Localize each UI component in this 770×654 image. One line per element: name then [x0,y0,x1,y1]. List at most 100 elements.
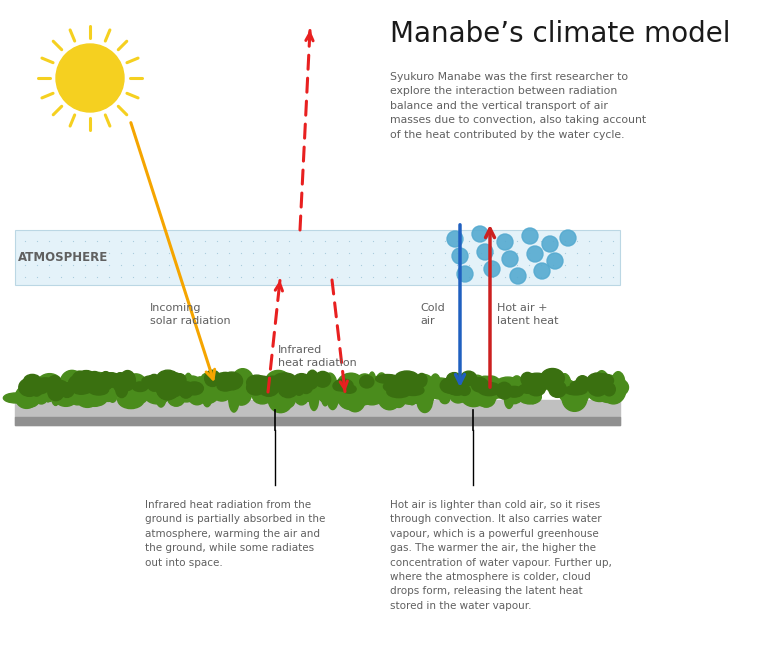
Ellipse shape [33,387,42,400]
Ellipse shape [74,378,86,389]
Ellipse shape [573,392,584,404]
Ellipse shape [511,378,527,393]
Ellipse shape [480,377,494,393]
Ellipse shape [598,386,623,402]
Ellipse shape [71,394,84,405]
Ellipse shape [84,379,95,392]
Ellipse shape [471,377,488,392]
Ellipse shape [52,387,60,405]
Ellipse shape [197,382,205,397]
Ellipse shape [541,368,564,388]
Ellipse shape [28,385,45,400]
Ellipse shape [3,393,28,403]
Ellipse shape [578,378,594,388]
Ellipse shape [387,375,395,394]
Ellipse shape [78,382,87,404]
Ellipse shape [97,381,113,400]
Ellipse shape [400,381,423,394]
Ellipse shape [252,376,273,387]
Ellipse shape [229,378,244,403]
Ellipse shape [253,377,276,390]
Ellipse shape [312,382,322,399]
Ellipse shape [203,387,221,400]
Ellipse shape [357,388,377,399]
Ellipse shape [402,385,424,396]
Ellipse shape [142,375,164,386]
Ellipse shape [217,381,233,391]
Ellipse shape [48,383,64,401]
Ellipse shape [80,393,89,406]
Ellipse shape [194,377,206,402]
Ellipse shape [60,370,84,394]
Ellipse shape [338,373,364,398]
Ellipse shape [345,385,366,412]
Ellipse shape [586,377,613,402]
Ellipse shape [68,373,77,400]
Ellipse shape [354,374,375,401]
Ellipse shape [148,385,163,402]
Ellipse shape [28,379,50,394]
Ellipse shape [266,381,294,402]
Ellipse shape [175,378,199,402]
Ellipse shape [28,383,40,401]
Ellipse shape [69,371,90,393]
Ellipse shape [387,387,410,398]
Text: Incoming
solar radiation: Incoming solar radiation [150,303,231,326]
Ellipse shape [132,386,148,404]
Ellipse shape [290,378,300,394]
Ellipse shape [480,376,502,400]
Ellipse shape [446,380,468,395]
Ellipse shape [65,377,74,391]
Ellipse shape [206,377,229,391]
Ellipse shape [558,373,571,401]
Ellipse shape [583,386,607,397]
Ellipse shape [72,371,88,388]
Ellipse shape [72,385,90,394]
Ellipse shape [167,388,185,406]
Ellipse shape [362,392,382,405]
Ellipse shape [216,372,235,389]
Ellipse shape [460,381,487,407]
Ellipse shape [496,377,520,390]
Ellipse shape [320,392,344,404]
Ellipse shape [100,375,112,388]
Ellipse shape [294,377,320,396]
Ellipse shape [144,385,170,404]
Ellipse shape [120,377,129,391]
Ellipse shape [156,381,166,407]
Text: Cold
air: Cold air [420,303,445,326]
Ellipse shape [18,385,28,407]
Ellipse shape [81,389,108,406]
Ellipse shape [72,376,83,403]
Ellipse shape [147,374,161,391]
Ellipse shape [611,371,625,397]
Ellipse shape [264,376,281,392]
Ellipse shape [475,379,502,393]
Ellipse shape [596,375,619,396]
Ellipse shape [528,382,545,393]
Ellipse shape [24,374,41,387]
Ellipse shape [497,383,512,399]
Ellipse shape [521,386,541,404]
Ellipse shape [316,374,326,382]
Ellipse shape [544,376,563,392]
Ellipse shape [79,380,102,402]
Ellipse shape [36,381,58,398]
Ellipse shape [165,377,192,398]
Ellipse shape [15,386,38,408]
Ellipse shape [184,373,192,393]
Ellipse shape [333,381,345,390]
Ellipse shape [211,374,219,392]
Ellipse shape [86,372,110,393]
Ellipse shape [80,390,94,405]
Ellipse shape [376,375,400,383]
Ellipse shape [33,385,48,398]
Ellipse shape [564,383,574,400]
Ellipse shape [269,379,283,398]
Circle shape [484,261,500,277]
Ellipse shape [76,379,97,391]
Ellipse shape [87,371,102,387]
Ellipse shape [401,381,425,404]
Ellipse shape [60,383,74,398]
Ellipse shape [564,386,587,395]
